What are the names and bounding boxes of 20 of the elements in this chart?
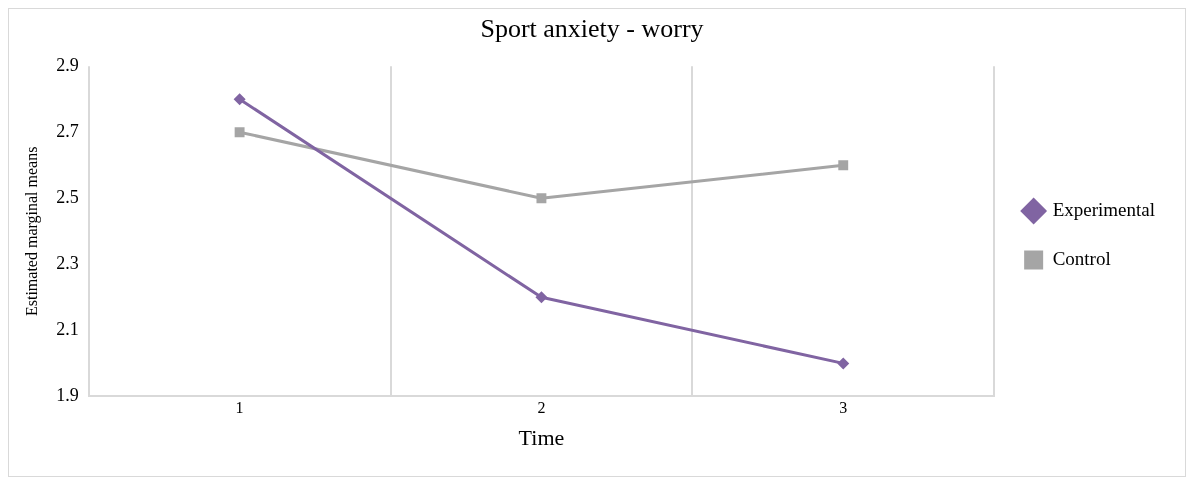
x-axis-title: Time	[518, 424, 565, 450]
y-tick-label: 2.5	[56, 187, 79, 208]
y-tick-label: 2.1	[56, 319, 79, 340]
y-axis-title: Estimated marginal means	[22, 146, 41, 317]
x-tick-label: 1	[235, 399, 244, 417]
y-tick-label: 2.7	[56, 120, 79, 141]
point	[838, 160, 849, 171]
y-tick-label: 2.3	[56, 253, 79, 274]
point	[536, 193, 547, 204]
chart-title: Sport anxiety - worry	[480, 14, 704, 44]
point	[837, 357, 850, 370]
legend-label: Control	[1052, 247, 1111, 269]
legend-label: Experimental	[1052, 198, 1156, 220]
point	[233, 93, 246, 106]
y-tick-label: 2.9	[56, 54, 79, 75]
x-tick-label: 2	[537, 399, 546, 417]
point	[234, 127, 245, 138]
x-tick-label: 3	[839, 399, 848, 417]
y-tick-label: 1.9	[56, 385, 79, 406]
point	[535, 291, 548, 304]
